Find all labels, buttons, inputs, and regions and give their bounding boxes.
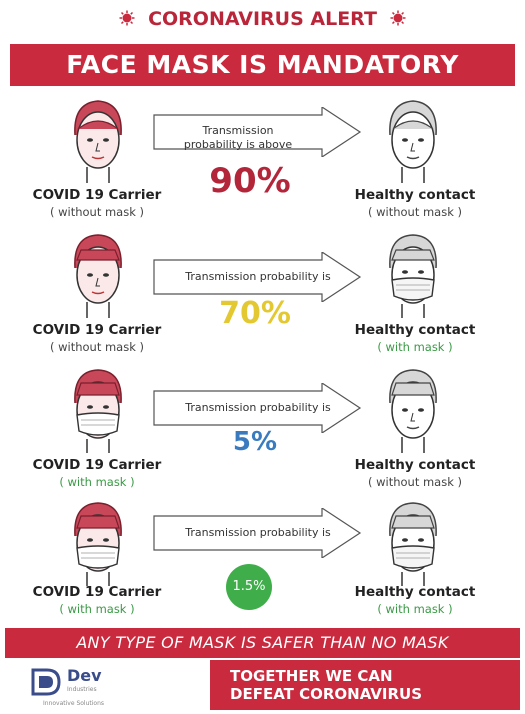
contact-label: Healthy contact [354,187,476,203]
arrow-icon [153,508,362,558]
contact-sublabel: ( without mask ) [367,475,463,489]
percentage-value: 5% [232,427,278,457]
face-without-mask-icon [74,234,122,318]
together-banner: TOGETHER WE CAN DEFEAT CORONAVIRUS [210,660,520,710]
face-without-mask-icon [389,369,437,453]
arrow-icon [153,252,362,302]
virus-icon [390,9,406,31]
face-with-mask-icon [389,234,437,318]
transmission-text: Transmission probability is above [183,124,293,151]
transmission-text: Transmission probability is [185,401,331,414]
dev-logo-icon [31,668,61,696]
face-without-mask-icon [74,100,122,183]
face-without-mask-icon [389,100,437,183]
logo-tagline: Innovative Solutions [43,700,105,707]
percentage-badge: 1.5% [226,564,272,610]
contact-label: Healthy contact [354,457,476,473]
transmission-row-1: COVID 19 Carrier ( without mask ) Transm… [0,95,525,225]
carrier-label: COVID 19 Carrier [32,584,162,600]
percentage-value: 90% [209,161,291,201]
transmission-text: Transmission probability is [185,270,331,283]
alert-text: CORONAVIRUS ALERT [148,8,377,30]
virus-icon [119,9,135,31]
mandatory-banner: FACE MASK IS MANDATORY [10,44,515,86]
contact-sublabel: ( with mask ) [377,602,453,616]
safer-banner: ANY TYPE OF MASK IS SAFER THAN NO MASK [5,628,520,658]
carrier-sublabel: ( with mask ) [59,602,135,616]
face-with-mask-icon [389,502,437,586]
transmission-row-3: COVID 19 Carrier ( with mask ) Transmiss… [0,365,525,495]
brand-logo: Dev Industries Innovative Solutions [5,660,210,710]
logo-name: Dev [67,666,102,685]
transmission-text: Transmission probability is [185,526,331,539]
contact-sublabel: ( with mask ) [377,340,453,354]
transmission-row-4: COVID 19 Carrier ( with mask ) Transmiss… [0,498,525,628]
percentage-value: 70% [219,296,291,331]
contact-sublabel: ( without mask ) [367,205,463,219]
carrier-label: COVID 19 Carrier [32,322,162,338]
transmission-row-2: COVID 19 Carrier ( without mask ) Transm… [0,230,525,360]
percentage-value: 1.5% [232,579,266,594]
logo-sub: Industries [67,686,97,693]
arrow-icon [153,383,362,433]
carrier-sublabel: ( without mask ) [49,205,145,219]
contact-label: Healthy contact [354,322,476,338]
face-with-mask-icon [74,369,122,453]
contact-label: Healthy contact [354,584,476,600]
carrier-label: COVID 19 Carrier [32,187,162,203]
face-with-mask-icon [74,502,122,586]
arrow-icon [153,107,362,157]
carrier-label: COVID 19 Carrier [32,457,162,473]
together-line-2: DEFEAT CORONAVIRUS [230,685,423,703]
carrier-sublabel: ( without mask ) [49,340,145,354]
carrier-sublabel: ( with mask ) [59,475,135,489]
together-line-1: TOGETHER WE CAN [230,667,393,685]
alert-title: CORONAVIRUS ALERT [0,8,525,31]
